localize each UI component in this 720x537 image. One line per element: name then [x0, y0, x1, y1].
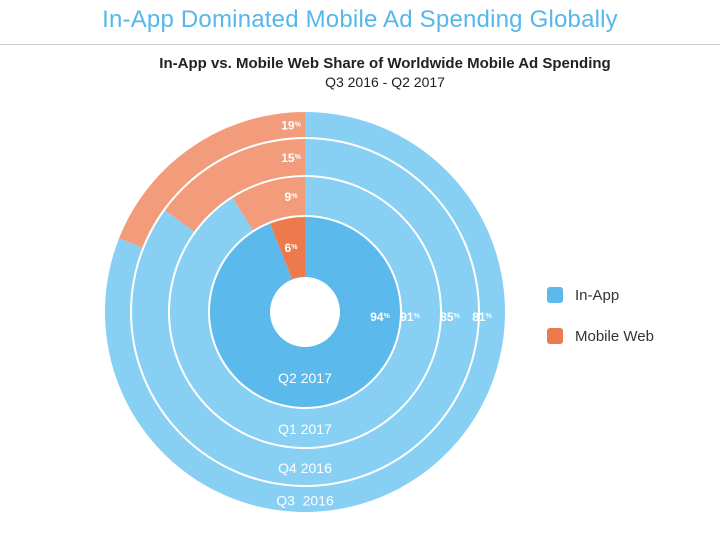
slice-mobile-web-0	[270, 217, 305, 280]
legend-swatch-mobile-web	[547, 328, 563, 344]
legend-label-in-app: In-App	[575, 286, 620, 304]
page-headline: In-App Dominated Mobile Ad Spending Glob…	[102, 6, 618, 33]
donut-hole	[271, 278, 339, 346]
slice-mobile-web-1	[232, 177, 305, 231]
label-in-app-0: 94%	[370, 310, 390, 324]
legend-swatch-in-app	[547, 287, 563, 303]
label-in-app-3: 81%	[472, 310, 492, 324]
legend-item-in-app: In-App	[547, 285, 654, 305]
label-mobile-web-1: 9%	[285, 190, 299, 204]
slice-mobile-web-3	[119, 111, 305, 248]
label-mobile-web-0: 6%	[285, 241, 299, 255]
chart-subtitle: Q3 2016 - Q2 2017	[325, 74, 445, 90]
slice-mobile-web-2	[165, 139, 305, 232]
legend-item-mobile-web: Mobile Web	[547, 326, 654, 346]
label-period-1: Q1 2017	[278, 421, 332, 437]
label-period-3: Q3 2016	[276, 493, 334, 509]
label-mobile-web-2: 15%	[281, 151, 301, 165]
label-period-0: Q2 2017	[278, 370, 332, 386]
label-in-app-2: 85%	[440, 310, 460, 324]
legend-label-mobile-web: Mobile Web	[575, 327, 654, 345]
legend: In-App Mobile Web	[547, 285, 654, 367]
label-mobile-web-3: 19%	[281, 119, 301, 133]
label-period-2: Q4 2016	[278, 460, 332, 476]
label-in-app-1: 91%	[400, 310, 420, 324]
header-divider	[0, 44, 720, 45]
slice-in-app-0	[210, 217, 401, 408]
chart-title: In-App vs. Mobile Web Share of Worldwide…	[159, 55, 611, 72]
